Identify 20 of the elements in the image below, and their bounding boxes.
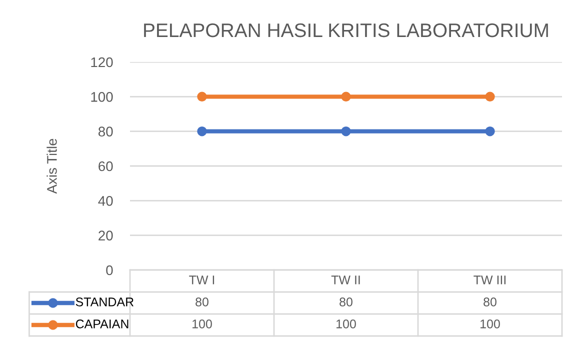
data-label: 100 [192,320,212,328]
x-tick-label: TW I [189,276,214,284]
y-tick-label: 60 [98,161,113,172]
data-label: 80 [340,298,352,306]
legend-label: STANDAR [76,298,134,306]
data-label: 100 [480,320,500,328]
y-tick-label: 120 [91,57,113,68]
data-label: 100 [336,320,356,328]
y-axis-title: Axis Title [46,138,57,194]
data-label: 80 [196,298,208,306]
x-tick-label: TW II [331,276,360,284]
y-tick-label: 20 [98,230,113,241]
data-label: 80 [484,298,496,306]
y-tick-label: 80 [98,126,113,137]
x-tick-label: TW III [474,276,506,284]
chart-title: PELAPORAN HASIL KRITIS LABORATORIUM [144,23,548,38]
y-tick-label: 100 [91,92,113,102]
y-tick-label: 40 [98,196,113,206]
legend-label: CAPAIAN [76,320,128,328]
y-tick-label: 0 [106,265,113,276]
